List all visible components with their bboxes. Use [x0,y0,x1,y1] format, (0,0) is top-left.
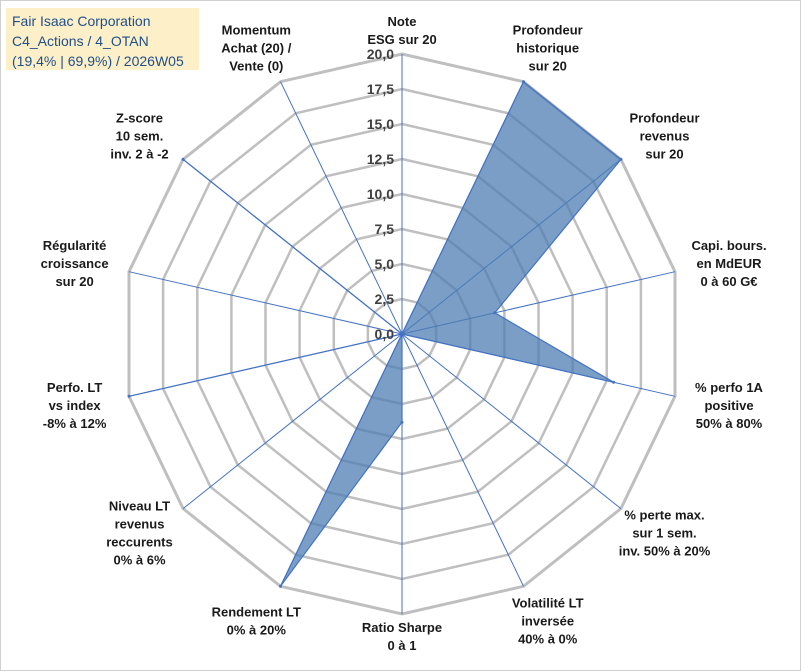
series-point [127,394,131,398]
axis-label-line: % perte max. [624,507,704,522]
axis-label-line: Régularité [43,238,107,253]
radar-axis-labels: Note ESG sur 20 Profondeur historique sur 20… [41,14,767,653]
axis-label-line: vs index [49,398,102,413]
axis-label-line: revenus [640,129,690,144]
axis-label-line: Note [388,14,417,29]
axis-label-line: inv. 50% à 20% [619,543,711,558]
axis-label: Profondeur revenus sur 20 [629,111,699,162]
series-point [400,332,404,336]
chart-title: Fair Isaac Corporation [12,13,151,29]
chart-period: (19,4% | 69,9%) / 2026W05 [12,53,184,69]
axis-label-line: 0 à 60 G€ [700,274,757,289]
axis-label-line: Ratio Sharpe [362,620,442,635]
tick-label: 17,5 [367,81,394,97]
axis-label: Volatilité LT inversée 40% à 0% [512,596,584,647]
axis-label: Momentum Achat (20) / Vente (0) [221,23,291,74]
axis-label-line: 50% à 80% [696,416,763,431]
axis-spoke [401,333,524,587]
axis-label-line: 0% à 20% [227,623,287,638]
radar-series [127,80,623,588]
axis-label-line: revenus [115,516,165,531]
axis-label-line: Niveau LT [109,498,170,513]
axis-label-line: 0% à 6% [113,552,165,567]
series-point [181,157,185,161]
series-point [279,584,282,588]
axis-label-line: sur 20 [55,274,93,289]
tick-label: 5,0 [375,256,395,272]
chart-subtitle: C4_Actions / 4_OTAN [12,33,149,49]
axis-label: Ratio Sharpe 0 à 1 [362,620,442,653]
axis-label-line: Profondeur [629,111,699,126]
axis-label: Régularité croissance sur 20 [41,238,109,289]
series-point [612,380,616,384]
axis-spoke [128,271,403,335]
axis-label: Note ESG sur 20 [367,14,436,47]
axis-label-line: Vente (0) [229,59,283,74]
tick-label: 10,0 [367,186,394,202]
axis-label: % perte max. sur 1 sem. inv. 50% à 20% [619,507,711,558]
axis-label-line: Profondeur [513,23,583,38]
axis-label-line: -8% à 12% [43,416,107,431]
tick-label: 2,5 [375,291,395,307]
series-point [400,420,404,424]
axis-label-line: % perfo 1A [695,380,764,395]
axis-label-line: 10 sem. [116,129,164,144]
radar-tick-labels: 0,0 2,5 5,0 7,5 10,0 12,5 15,0 17,5 20,0 [367,46,394,342]
axis-label: Rendement LT 0% à 20% [212,605,301,638]
chart-title-box: Fair Isaac Corporation C4_Actions / 4_OT… [6,8,199,70]
axis-label-line: historique [516,41,579,56]
axis-label-line: sur 20 [645,147,683,162]
axis-label: Niveau LT revenus reccurents 0% à 6% [106,498,172,567]
axis-label-line: Momentum [222,23,291,38]
axis-spoke [401,333,622,509]
axis-label-line: sur 1 sem. [632,525,696,540]
axis-label-line: Volatilité LT [512,596,584,611]
axis-label-line: sur 20 [529,59,567,74]
series-point [493,311,497,315]
axis-label-line: en MdEUR [697,256,763,271]
tick-label: 0,0 [375,326,395,342]
tick-label: 20,0 [367,46,394,62]
axis-label: Profondeur historique sur 20 [513,23,583,74]
axis-label-line: Perfo. LT [47,380,102,395]
axis-label-line: croissance [41,256,109,271]
axis-label-line: Z-score [116,111,163,126]
series-point [619,157,623,161]
axis-label-line: inv. 2 à -2 [110,147,168,162]
axis-label-line: Rendement LT [212,605,301,620]
tick-label: 12,5 [367,151,394,167]
axis-spoke [182,333,403,509]
tick-label: 15,0 [367,116,394,132]
axis-label-line: positive [704,398,753,413]
axis-label-line: 0 à 1 [388,638,417,653]
axis-label-line: Capi. bours. [691,238,766,253]
axis-label-line: Achat (20) / [221,41,291,56]
axis-label-line: 40% à 0% [518,632,578,647]
axis-label-line: inversée [521,614,574,629]
tick-label: 7,5 [375,221,395,237]
series-point [522,80,525,84]
axis-label-line: ESG sur 20 [367,32,436,47]
axis-label: Capi. bours. en MdEUR 0 à 60 G€ [691,238,766,289]
axis-label: % perfo 1A positive 50% à 80% [695,380,764,431]
axis-spoke [280,81,403,335]
axis-label-line: reccurents [106,534,172,549]
axis-label: Perfo. LT vs index -8% à 12% [43,380,107,431]
axis-label: Z-score 10 sem. inv. 2 à -2 [110,111,168,162]
